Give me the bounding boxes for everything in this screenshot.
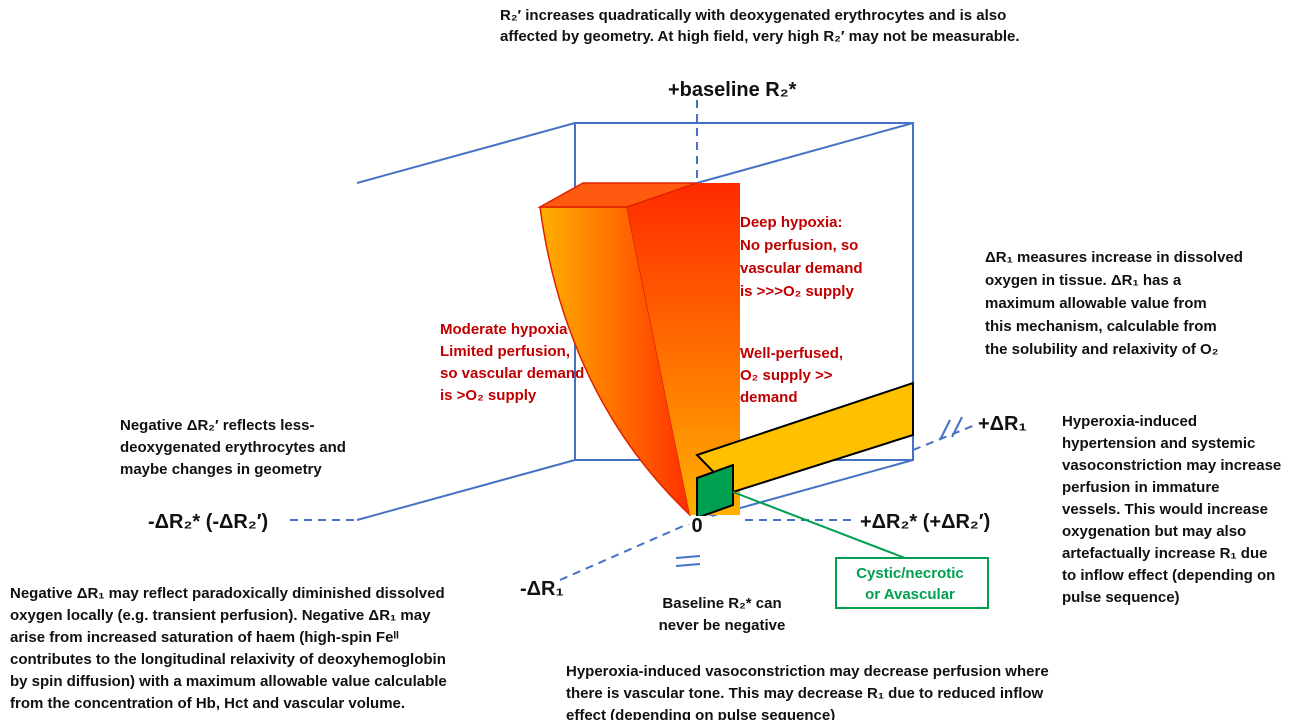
regions-deep-line: No perfusion, so [740, 237, 858, 254]
notes-bottom-left-line: contributes to the longitudinal relaxivi… [10, 651, 446, 668]
regions-deep-line: Deep hypoxia: [740, 214, 843, 231]
regions-cystic-line: Cystic/necrotic [856, 565, 964, 582]
notes-right-line: pulse sequence) [1062, 589, 1180, 606]
regions-moderate-line: is >O₂ supply [440, 387, 537, 404]
regions-well-line: demand [740, 389, 798, 406]
notes-right-line: vasoconstriction may increase [1062, 457, 1281, 474]
notes-top-line: R₂′ increases quadratically with deoxyge… [500, 7, 1006, 24]
notes-right-top-line: maximum allowable value from [985, 295, 1207, 312]
notes-bottom-middle-line: effect (depending on pulse sequence) [566, 707, 835, 720]
axis-label: -ΔR₂* (-ΔR₂′) [148, 511, 268, 533]
notes-left-line: Negative ΔR₂′ reflects less- [120, 417, 314, 434]
notes-right-line: hypertension and systemic [1062, 435, 1255, 452]
regions-deep-line: is >>>O₂ supply [740, 283, 854, 300]
notes-bottom-left-line: from the concentration of Hb, Hct and va… [10, 695, 405, 712]
notes-baseline-line: never be negative [659, 617, 786, 634]
regions-cystic-line: or Avascular [865, 586, 955, 603]
axis-label: -ΔR₁ [520, 578, 564, 600]
regions-moderate-line: so vascular demand [440, 365, 584, 382]
notes-bottom-left-line: arise from increased saturation of haem … [10, 629, 399, 646]
notes-baseline-line: Baseline R₂* can [662, 595, 781, 612]
notes-right-line: oxygenation but may also [1062, 523, 1246, 540]
notes-right-line: vessels. This would increase [1062, 501, 1268, 518]
notes-right-top-line: this mechanism, calculable from [985, 318, 1217, 335]
axis-label: +ΔR₂* (+ΔR₂′) [860, 511, 990, 533]
notes-right-line: to inflow effect (depending on [1062, 567, 1275, 584]
axis-label: +baseline R₂* [668, 79, 797, 101]
notes-bottom-middle-line: Hyperoxia-induced vasoconstriction may d… [566, 663, 1049, 680]
axis-label: 0 [691, 515, 702, 537]
axis-label: +ΔR₁ [978, 413, 1027, 435]
regions-deep-line: vascular demand [740, 260, 863, 277]
notes-right-line: perfusion in immature [1062, 479, 1220, 496]
regions-well-line: Well-perfused, [740, 345, 843, 362]
notes-right-top-line: ΔR₁ measures increase in dissolved [985, 249, 1243, 266]
notes-bottom-left-line: oxygen locally (e.g. transient perfusion… [10, 607, 431, 624]
notes-right-line: Hyperoxia-induced [1062, 413, 1197, 430]
notes-bottom-middle-line: there is vascular tone. This may decreas… [566, 685, 1044, 702]
regions-well-line: O₂ supply >> [740, 367, 833, 384]
regions-moderate-line: Moderate hypoxia [440, 321, 568, 338]
notes-right-line: artefactually increase R₁ due [1062, 545, 1267, 562]
regions-moderate-line: Limited perfusion, [440, 343, 570, 360]
notes-left-line: deoxygenated erythrocytes and [120, 439, 346, 456]
notes-right-top-line: oxygen in tissue. ΔR₁ has a [985, 272, 1182, 289]
diagram: R₂′ increases quadratically with deoxyge… [0, 0, 1304, 720]
notes-bottom-left-line: by spin diffusion) with a maximum allowa… [10, 673, 447, 690]
notes-right-top-line: the solubility and relaxivity of O₂ [985, 341, 1218, 358]
notes-left-line: maybe changes in geometry [120, 461, 322, 478]
notes-top-line: affected by geometry. At high field, ver… [500, 28, 1020, 45]
notes-bottom-left-line: Negative ΔR₁ may reflect paradoxically d… [10, 585, 445, 602]
